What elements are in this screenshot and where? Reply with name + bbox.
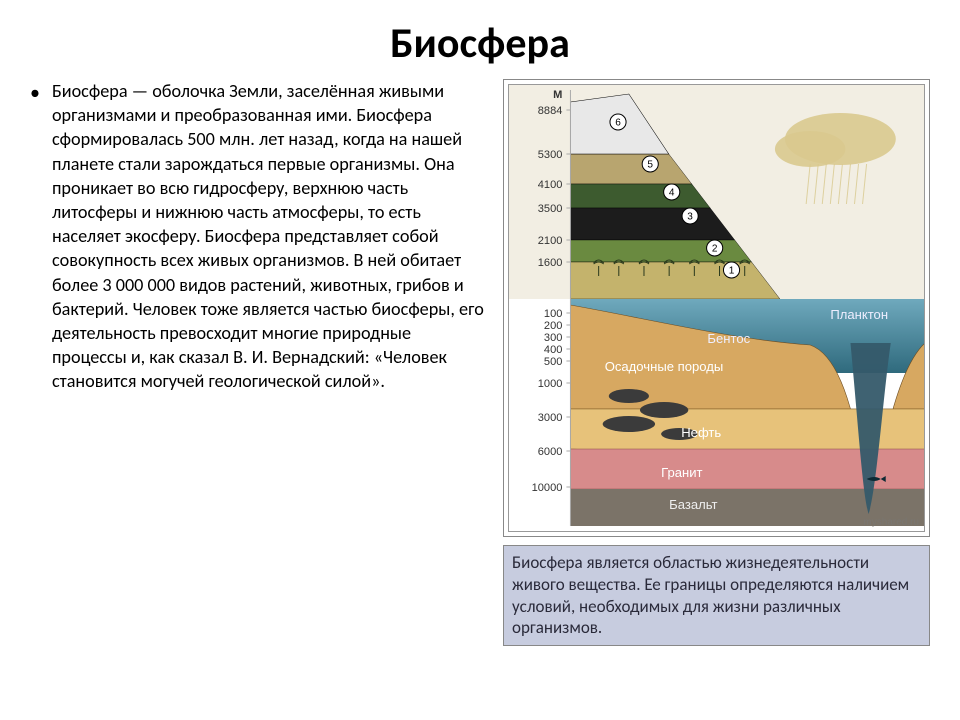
svg-text:500: 500	[544, 356, 562, 368]
figure-column: М 8884 5300 4100 3500 2100 1600 100200300400500…	[503, 79, 930, 710]
svg-text:3000: 3000	[538, 412, 563, 424]
svg-text:200: 200	[544, 320, 562, 332]
caption-text: Биосфера является областью жизнедеятельн…	[512, 552, 909, 638]
svg-text:6: 6	[615, 118, 621, 129]
svg-text:100: 100	[544, 308, 562, 320]
svg-text:3500: 3500	[538, 203, 563, 215]
svg-text:5300: 5300	[538, 149, 563, 161]
svg-text:М: М	[553, 89, 562, 101]
diagram-frame: М 8884 5300 4100 3500 2100 1600 100200300400500…	[503, 79, 930, 537]
svg-text:4100: 4100	[538, 179, 563, 191]
svg-text:Бентос: Бентос	[707, 331, 750, 346]
bullet-dot: •	[30, 80, 40, 394]
bullet-text: Биосфера — оболочка Земли, заселённая жи…	[52, 79, 485, 394]
biosphere-diagram: М 8884 5300 4100 3500 2100 1600 100200300400500…	[508, 84, 925, 532]
content-row: • Биосфера — оболочка Земли, заселённая …	[30, 79, 930, 710]
watermark: myshared.ru	[863, 517, 919, 528]
svg-text:10000: 10000	[532, 482, 563, 494]
svg-text:5: 5	[647, 160, 653, 171]
text-column: • Биосфера — оболочка Земли, заселённая …	[30, 79, 485, 710]
bullet-item: • Биосфера — оболочка Земли, заселённая …	[30, 79, 485, 394]
svg-text:4: 4	[669, 188, 675, 199]
svg-text:3: 3	[687, 212, 693, 223]
svg-text:1: 1	[729, 266, 735, 277]
svg-text:Гранит: Гранит	[661, 465, 702, 480]
svg-text:300: 300	[544, 332, 562, 344]
svg-text:2: 2	[712, 244, 718, 255]
svg-text:Осадочные породы: Осадочные породы	[605, 359, 724, 374]
svg-text:Базальт: Базальт	[669, 497, 717, 512]
svg-text:6000: 6000	[538, 446, 563, 458]
svg-text:400: 400	[544, 344, 562, 356]
svg-text:Планктон: Планктон	[830, 307, 888, 322]
svg-text:1600: 1600	[538, 257, 563, 269]
page-title: Биосфера	[30, 18, 930, 69]
caption-box: Биосфера является областью жизнедеятельн…	[503, 545, 930, 646]
svg-text:2100: 2100	[538, 235, 563, 247]
svg-text:8884: 8884	[538, 105, 563, 117]
svg-text:Нефть: Нефть	[681, 425, 721, 440]
svg-text:1000: 1000	[538, 378, 563, 390]
